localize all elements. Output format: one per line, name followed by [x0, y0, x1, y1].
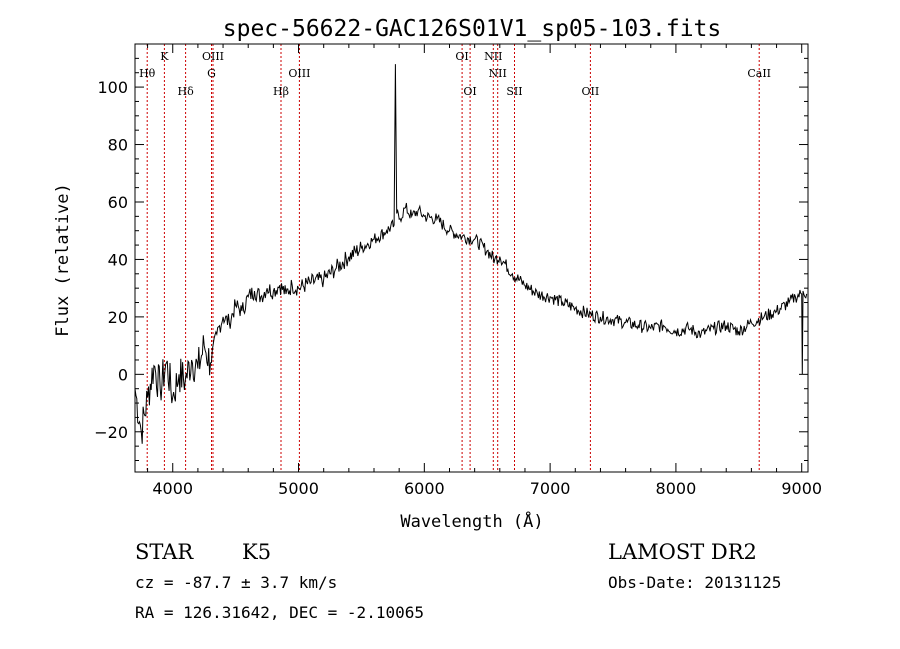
- y-axis-label: Flux (relative): [53, 183, 73, 337]
- x-axis-label: Wavelength (Å): [400, 510, 543, 532]
- x-tick-label: 9000: [781, 479, 822, 498]
- marker-label: Hθ: [139, 67, 156, 80]
- x-tick-label: 5000: [278, 479, 319, 498]
- y-tick-label: 0: [118, 365, 128, 384]
- axes: 4000 5000 6000 7000 8000 9000 −20 0 20 40 60 80 100: [94, 43, 822, 498]
- survey-name: LAMOST DR2: [608, 540, 757, 564]
- x-tick-label: 4000: [152, 479, 193, 498]
- spectrum-series: [134, 64, 808, 444]
- marker-label: SII: [506, 85, 522, 98]
- marker-label: OI: [455, 50, 468, 63]
- y-tick-label: −20: [94, 423, 128, 442]
- marker-label: CaII: [747, 67, 771, 80]
- observation-date: Obs-Date: 20131125: [608, 573, 782, 592]
- marker-label: Hβ: [273, 85, 289, 98]
- y-tick-label: 100: [97, 78, 128, 97]
- marker-label: Hδ: [177, 85, 194, 98]
- x-tick-label: 6000: [404, 479, 445, 498]
- spectrum-line: [134, 64, 808, 444]
- x-tick-label: 8000: [656, 479, 697, 498]
- redshift-velocity: cz = -87.7 ± 3.7 km/s: [135, 573, 338, 592]
- marker-label: NII: [484, 50, 502, 63]
- y-tick-label: 60: [108, 193, 128, 212]
- marker-label: OII: [582, 85, 600, 98]
- spectral-line-markers: Hθ K Hδ OIII G Hβ OIII OI OI NII NII SII OII CaII: [139, 44, 771, 472]
- marker-label: OIII: [202, 50, 224, 63]
- y-tick-label: 80: [108, 136, 128, 155]
- coordinates: RA = 126.31642, DEC = -2.10065: [135, 603, 424, 622]
- marker-label: K: [160, 50, 169, 63]
- marker-label: G: [207, 67, 216, 80]
- marker-label: NII: [489, 67, 507, 80]
- object-class: STAR: [135, 540, 194, 564]
- chart-title: spec-56622-GAC126S01V1_sp05-103.fits: [223, 16, 722, 42]
- object-subclass: K5: [242, 540, 272, 564]
- plot-frame: [134, 43, 809, 473]
- y-tick-label: 20: [108, 308, 128, 327]
- marker-label: OIII: [288, 67, 310, 80]
- y-tick-label: 40: [108, 250, 128, 269]
- x-tick-label: 7000: [530, 479, 571, 498]
- marker-label: OI: [463, 85, 476, 98]
